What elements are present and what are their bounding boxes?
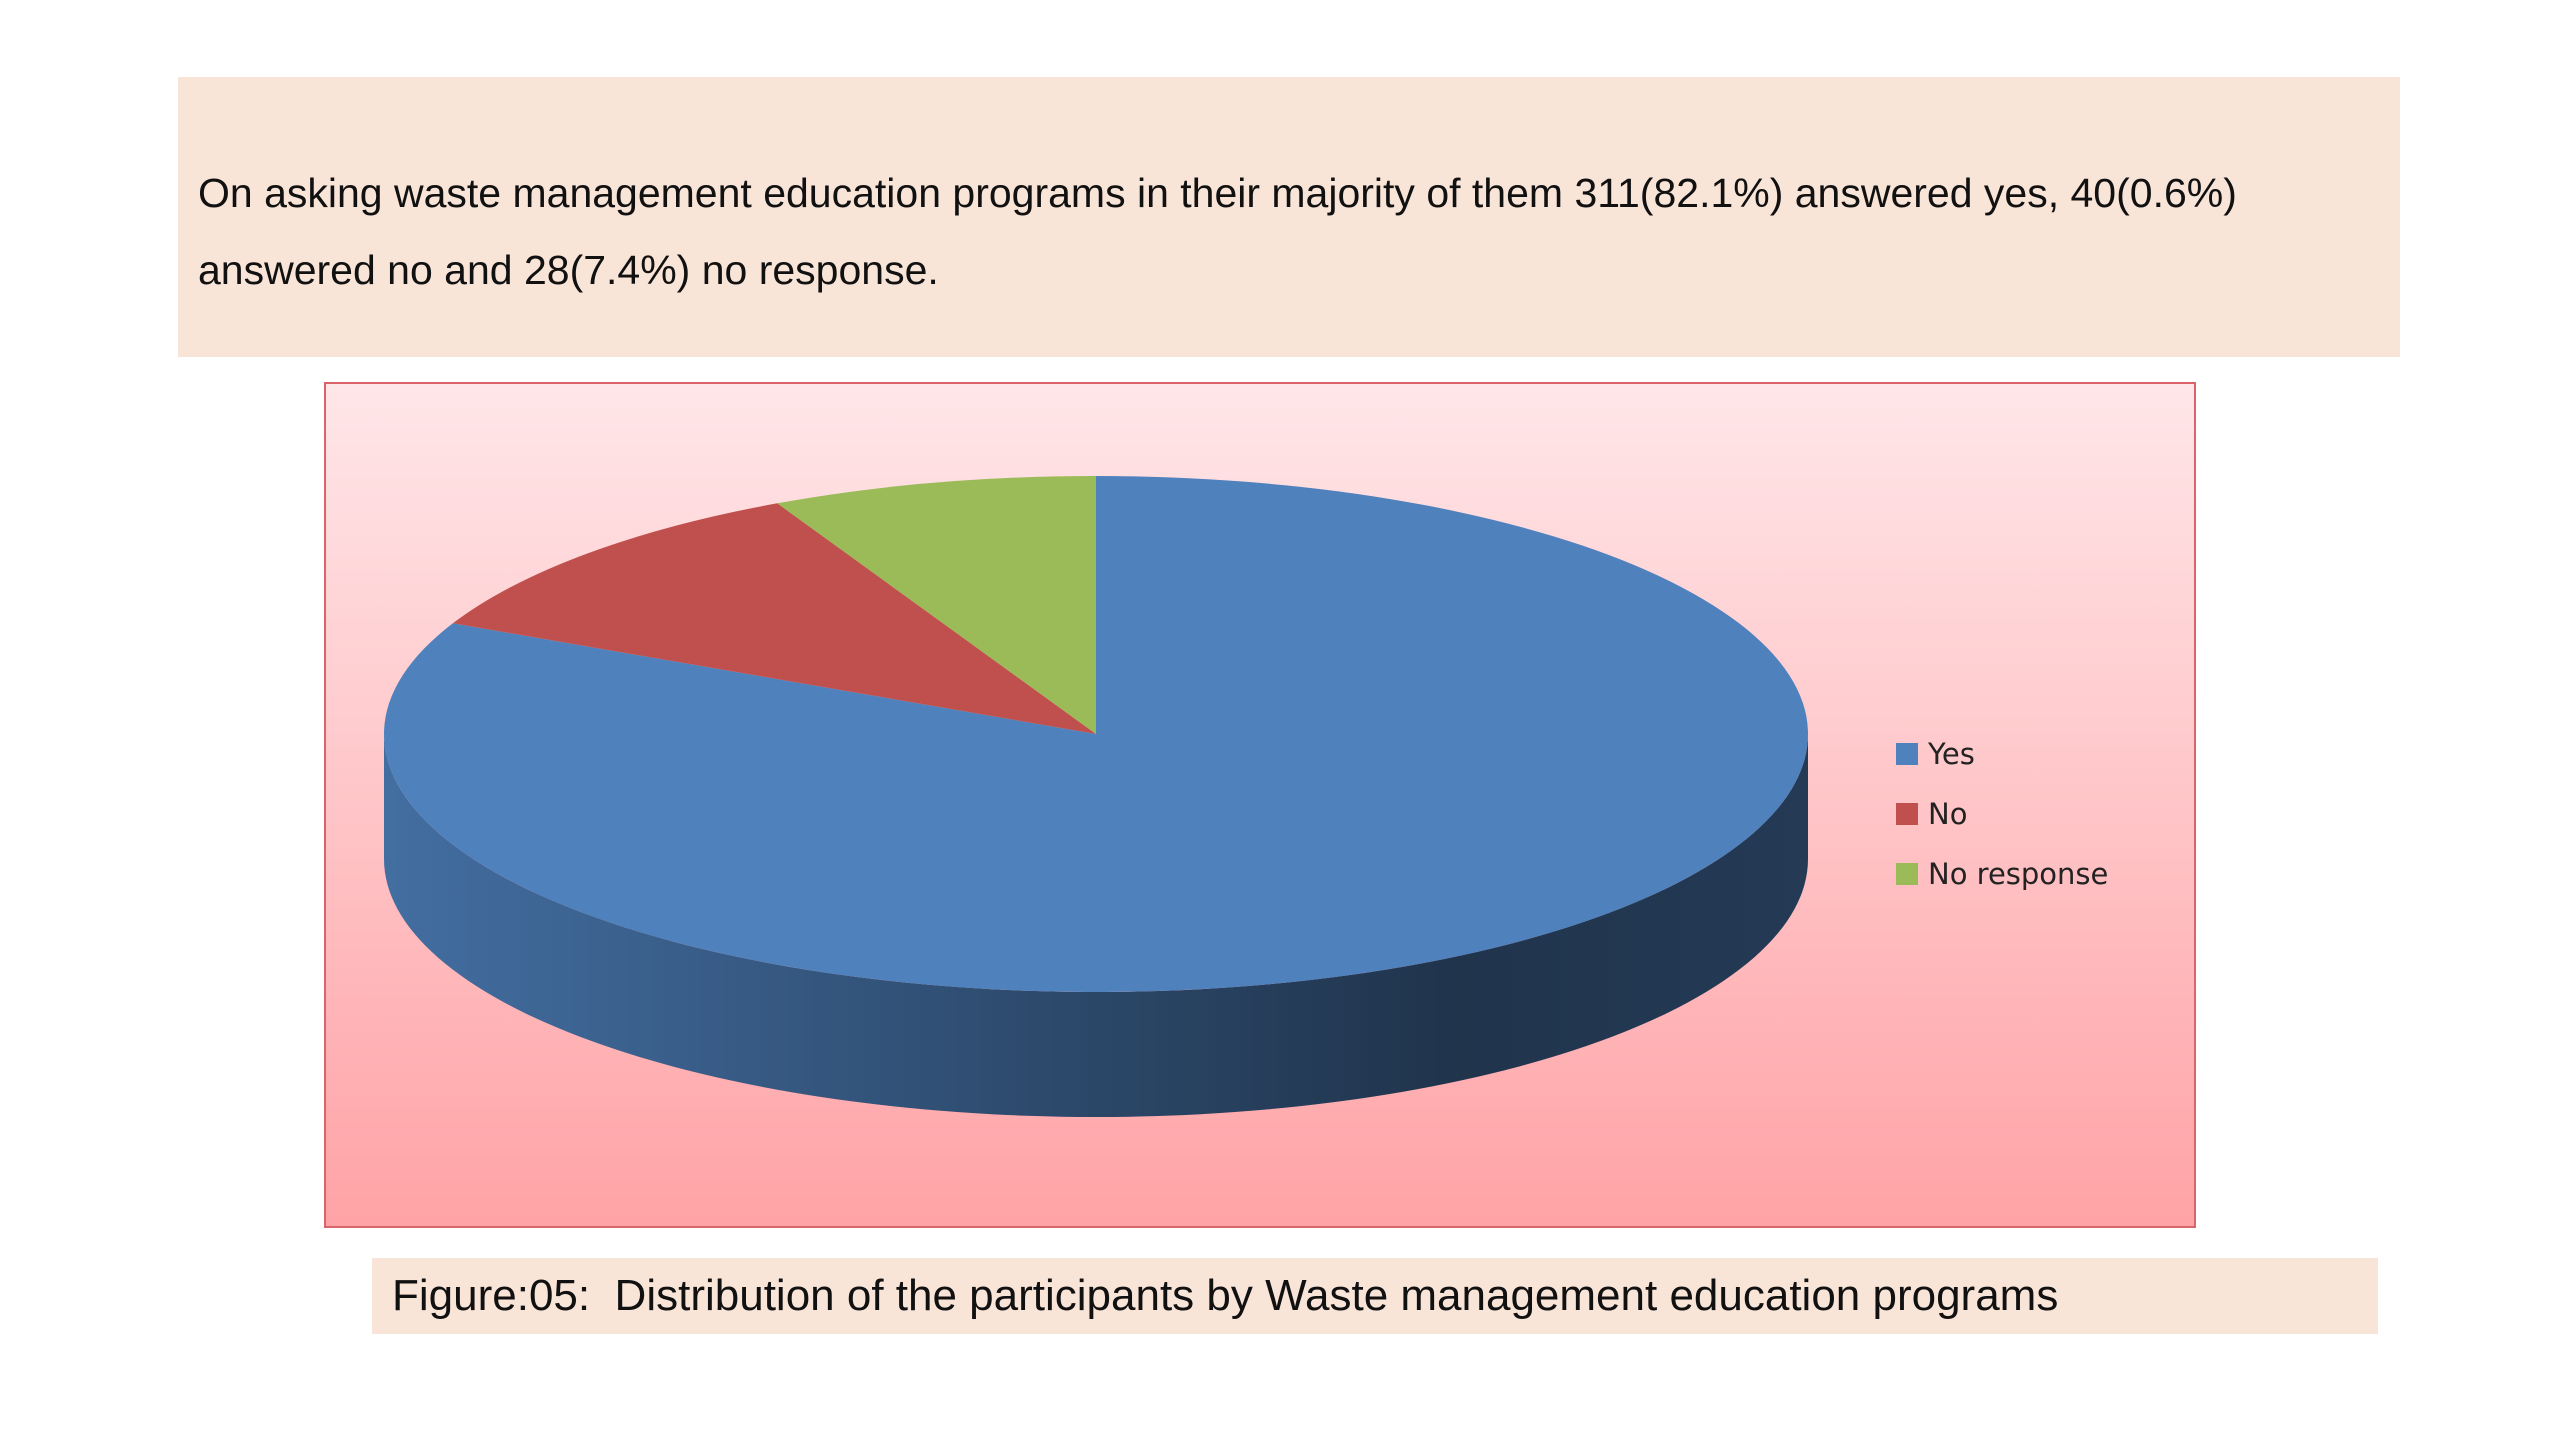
pie-side-yes (384, 734, 1808, 1117)
pie-chart: Yes No No response (324, 382, 2196, 1228)
legend-label: No (1928, 797, 1968, 831)
pie-slice-no (452, 503, 1096, 734)
legend-label: Yes (1928, 737, 1975, 771)
chart-legend: Yes No No response (1896, 724, 2108, 904)
legend-item-no: No (1896, 784, 2108, 844)
legend-swatch (1896, 803, 1918, 825)
description-box: On asking waste management education pro… (178, 77, 2400, 357)
pie-slice-no-response (777, 476, 1096, 734)
description-text: On asking waste management education pro… (198, 170, 2237, 293)
legend-item-no-response: No response (1896, 844, 2108, 904)
legend-item-yes: Yes (1896, 724, 2108, 784)
legend-swatch (1896, 863, 1918, 885)
pie-slice-yes (383, 476, 1808, 993)
pie-chart-svg (383, 476, 1808, 1117)
legend-swatch (1896, 743, 1918, 765)
figure-caption: Figure:05: Distribution of the participa… (372, 1258, 2378, 1334)
legend-label: No response (1928, 857, 2109, 891)
